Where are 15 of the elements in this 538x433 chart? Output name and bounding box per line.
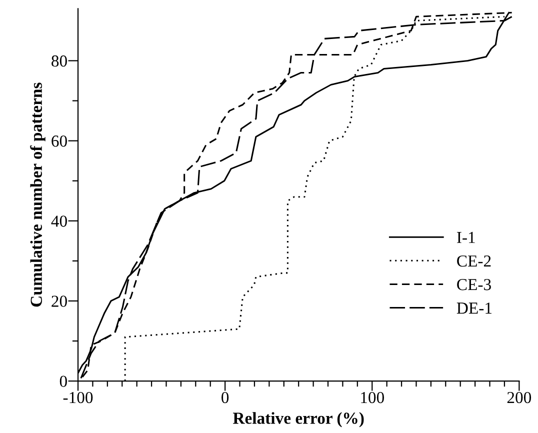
legend-label: I-1 [457,232,475,243]
x-tick-label: 100 [361,392,384,404]
legend-label: DE-1 [456,302,492,314]
x-tick-label: 200 [507,392,532,404]
x-axis-title: Relative error (%) [233,412,364,428]
y-tick-label: 60 [52,135,67,147]
x-tick-label: 0 [222,392,229,404]
x-tick-label: -100 [63,392,93,404]
y-tick-label: 20 [52,296,67,307]
y-axis-title: Cumulative number of patterns [30,82,46,307]
y-tick-label: 0 [60,376,67,387]
legend-label: CE-3 [457,279,491,290]
y-tick-label: 40 [51,216,67,227]
legend-label: CE-2 [457,255,491,267]
y-tick-label: 80 [52,55,67,67]
